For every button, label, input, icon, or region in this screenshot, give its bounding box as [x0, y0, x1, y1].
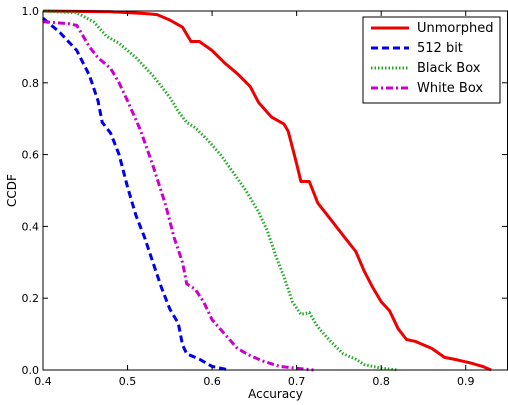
legend-label: 512 bit — [417, 41, 463, 56]
legend-label: Unmorphed — [417, 21, 493, 36]
x-tick-label: 0.4 — [34, 375, 52, 388]
y-tick-label: 0.8 — [22, 77, 40, 90]
series-line-512-bit — [42, 17, 230, 372]
x-tick-label: 0.6 — [203, 375, 221, 388]
series-line-white-box — [42, 20, 314, 372]
x-axis-title: Accuracy — [248, 387, 303, 401]
tick-layer: 0.4 0.5 0.6 0.7 0.8 0.9 0.0 0.2 0.4 0.6 0.8 1.0 — [22, 5, 507, 388]
series-layer — [42, 9, 492, 372]
y-tick-label: 0.2 — [22, 292, 40, 305]
x-tick-label: 0.5 — [119, 375, 137, 388]
y-tick-label: 0.4 — [22, 220, 40, 233]
y-tick-label: 0.0 — [22, 364, 40, 377]
y-tick-label: 1.0 — [22, 5, 40, 18]
x-tick-label: 0.7 — [288, 375, 306, 388]
series-line-unmorphed — [42, 9, 492, 372]
x-tick-label: 0.8 — [372, 375, 390, 388]
y-tick-label: 0.6 — [22, 149, 40, 162]
legend: Unmorphed 512 bit Black Box White Box — [362, 16, 501, 104]
legend-box — [362, 16, 501, 104]
legend-label: White Box — [417, 81, 483, 96]
series-line-black-box — [42, 9, 399, 372]
y-axis-title: CCDF — [5, 174, 19, 207]
x-tick-label: 0.9 — [457, 375, 475, 388]
legend-label: Black Box — [417, 61, 481, 76]
